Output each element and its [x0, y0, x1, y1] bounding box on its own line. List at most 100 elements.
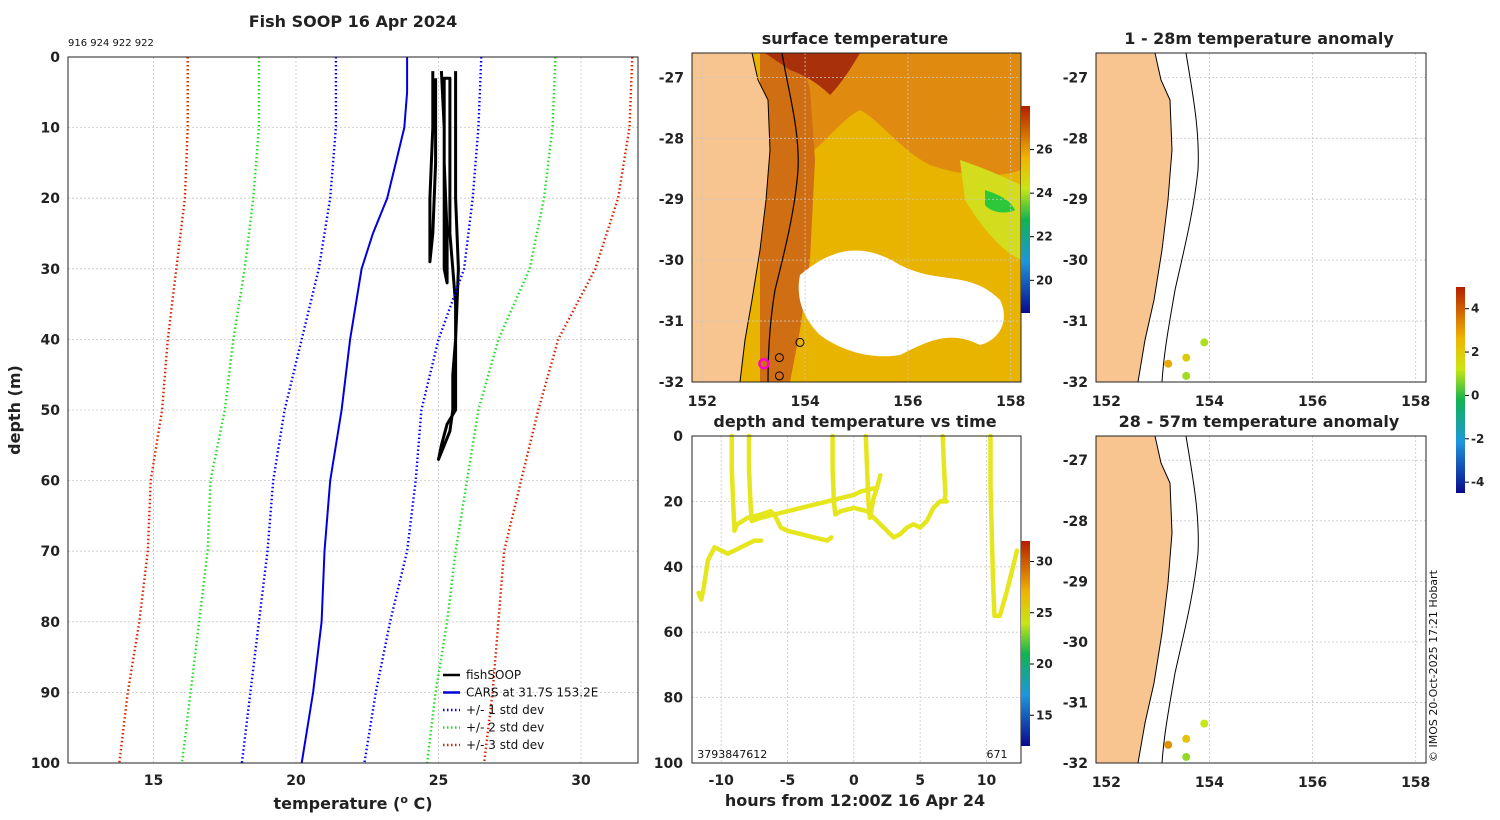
profile-legend: fishSOOP CARS at 31.7S 153.2E +/- 1 std de… [443, 668, 598, 752]
anom-top-xtick-label: 158 [1401, 394, 1430, 410]
profile-xtick-label: 25 [429, 773, 448, 789]
profile-xtick-label: 30 [571, 773, 591, 789]
profile-ytick-label: 90 [41, 685, 61, 701]
anom-top-title: 1 - 28m temperature anomaly [1124, 29, 1394, 48]
time-depth-trace [746, 433, 876, 524]
anom-top-frame [1095, 52, 1427, 383]
profile-ylabel: depth (m) [5, 365, 24, 455]
profile-legend-label: CARS at 31.7S 153.2E [466, 686, 598, 700]
anom-bottom-ytick-label: -31 [1063, 695, 1088, 711]
sst-station-marker [774, 371, 784, 381]
anom-bottom-point [1182, 752, 1191, 761]
anom-bottom-title: 28 - 57m temperature anomaly [1119, 412, 1400, 431]
time-depth-trace [696, 538, 764, 602]
anom-bottom-panel: 28 - 57m temperature anomaly 152 154 156 15… [1063, 412, 1431, 791]
time-depth-annotations: 3793847612 671 [697, 748, 1007, 761]
profile-ytick-label: 10 [41, 121, 61, 137]
sst-coastline [739, 53, 771, 382]
sst-ticks: 152 154 156 158 -27 -28 -29 -30 -31 -32 [659, 70, 1026, 410]
anom-top-xtick-label: 154 [1195, 394, 1224, 410]
profile-series-line [482, 56, 634, 764]
anom-bottom-ytick-label: -27 [1063, 453, 1088, 469]
anom-top-ytick-label: -31 [1063, 314, 1088, 330]
anom-bottom-xtick-label: 158 [1401, 775, 1430, 791]
profile-frame [67, 56, 639, 764]
sst-colorbar-label: 20 [1036, 273, 1053, 287]
anomaly-colorbar [1456, 287, 1465, 493]
anomaly-colorbar-label: 0 [1471, 388, 1479, 402]
time-depth-frame [691, 435, 1022, 764]
profile-grid [68, 56, 638, 764]
anom-top-point [1164, 359, 1173, 368]
sst-green-patch [985, 190, 1015, 213]
sst-xtick-label: 156 [893, 394, 922, 410]
profile-subtitle: 916 924 922 922 [68, 38, 154, 49]
profile-series-line [425, 56, 557, 764]
profile-series-line [300, 57, 409, 764]
sst-hot-core [765, 53, 860, 95]
anomaly-colorbar-label: -2 [1471, 432, 1484, 446]
anom-bottom-isobath [1161, 435, 1199, 764]
sst-cloud-gap [798, 250, 1004, 357]
anom-top-isobath [1161, 52, 1199, 383]
anom-bottom-ticks: 152 154 156 158 -27 -28 -29 -30 -31 -32 [1063, 453, 1431, 791]
sst-ytick-label: -32 [659, 375, 684, 391]
time-depth-annotation: 3793847612 [697, 748, 767, 761]
anom-bottom-points [1164, 719, 1209, 761]
sst-xtick-label: 158 [996, 394, 1025, 410]
anom-bottom-point [1164, 740, 1173, 749]
sst-ytick-label: -28 [659, 131, 684, 147]
anom-top-land [1095, 52, 1173, 383]
anom-top-ytick-label: -27 [1063, 70, 1088, 86]
time-depth-trace [830, 433, 949, 540]
profile-ytick-label: 20 [41, 191, 61, 207]
time-depth-trace [988, 433, 1020, 619]
anom-top-ticks: 152 154 156 158 -27 -28 -29 -30 -31 -32 [1063, 70, 1431, 410]
time-depth-annotation: 671 [987, 748, 1008, 761]
anom-bottom-point [1182, 734, 1191, 743]
time-depth-trace [940, 433, 948, 504]
anomaly-colorbar-label: -4 [1471, 475, 1484, 489]
sst-colorbar-label: 26 [1036, 143, 1053, 157]
profile-ytick-label: 70 [41, 544, 61, 560]
anomaly-colorbar-label: 2 [1471, 345, 1479, 359]
profile-ytick-label: 40 [41, 332, 61, 348]
footer-credit: © IMOS 20-Oct-2025 17:21 Hobart [1427, 569, 1440, 762]
time-depth-xlabel: hours from 12:00Z 16 Apr 24 [725, 791, 985, 810]
time-depth-xtick-label: 10 [977, 773, 997, 789]
anom-top-xtick-label: 156 [1298, 394, 1327, 410]
anom-bottom-xtick-label: 152 [1092, 775, 1121, 791]
sst-ytick-label: -29 [659, 192, 684, 208]
anom-bottom-xtick-label: 154 [1195, 775, 1224, 791]
anom-bottom-xtick-label: 156 [1298, 775, 1327, 791]
sst-colorbar-label: 24 [1036, 186, 1053, 200]
profile-ytick-label: 100 [31, 756, 60, 772]
profile-xtick-label: 20 [286, 773, 306, 789]
profile-series-line [428, 71, 438, 264]
anom-top-ytick-label: -29 [1063, 192, 1088, 208]
time-depth-colorbar-label: 15 [1036, 708, 1053, 722]
time-depth-xtick-label: -5 [780, 773, 796, 789]
anomaly-colorbar-label: 4 [1471, 302, 1479, 316]
sst-ytick-label: -30 [659, 253, 685, 269]
time-depth-ytick-label: 40 [664, 560, 684, 576]
profile-xtick-label: 15 [144, 773, 163, 789]
anom-bottom-ytick-label: -32 [1063, 756, 1088, 772]
anom-top-ytick-label: -30 [1063, 253, 1089, 269]
anom-bottom-ytick-label: -29 [1063, 574, 1088, 590]
time-depth-colorbar-ticks: 15 20 25 30 [1030, 555, 1053, 722]
profile-ytick-label: 0 [50, 50, 60, 66]
profile-series [118, 56, 634, 764]
anom-bottom-ytick-label: -28 [1063, 514, 1088, 530]
profile-ytick-label: 80 [41, 615, 61, 631]
sst-station-marker [795, 337, 805, 347]
time-depth-colorbar-label: 25 [1036, 606, 1053, 620]
profile-ticks: 15 20 25 30 0 10 20 30 40 50 60 70 80 90 100 [31, 50, 591, 789]
sst-ytick-label: -31 [659, 314, 684, 330]
time-depth-ytick-label: 80 [664, 691, 684, 707]
sst-warm-band [800, 53, 1021, 176]
time-depth-colorbar-label: 30 [1036, 555, 1053, 569]
sst-current-position-marker [758, 357, 770, 370]
